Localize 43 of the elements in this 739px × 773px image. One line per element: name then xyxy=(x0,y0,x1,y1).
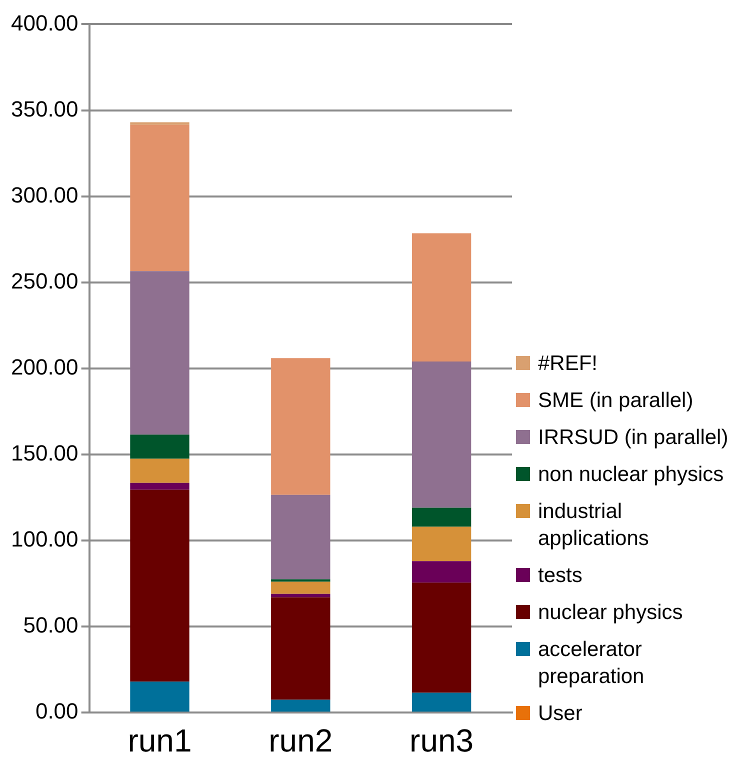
legend-label: #REF! xyxy=(538,351,598,377)
bar xyxy=(412,233,472,362)
bar xyxy=(412,526,472,562)
bar xyxy=(130,482,190,490)
bar xyxy=(271,579,330,582)
legend-label: tests xyxy=(538,563,582,589)
bar xyxy=(130,122,190,125)
legend-label: non nuclear physics xyxy=(538,462,724,488)
bar xyxy=(130,271,190,435)
bar xyxy=(271,582,330,594)
bar xyxy=(130,124,190,272)
bar xyxy=(412,692,472,712)
y-tick-label: 250.00 xyxy=(10,268,78,294)
y-tick-label: 400.00 xyxy=(10,10,78,36)
y-tick-label: 300.00 xyxy=(10,182,78,208)
y-tick-label: 150.00 xyxy=(10,440,78,466)
y-tick-label: 50.00 xyxy=(23,612,78,638)
bar xyxy=(412,362,472,508)
y-tick-label: 200.00 xyxy=(10,354,78,380)
legend-label: accelerator preparation xyxy=(538,637,646,690)
bar xyxy=(271,597,330,700)
legend-label: industrial applications xyxy=(538,499,650,552)
legend-label: nuclear physics xyxy=(538,600,683,626)
legend-label: IRRSUD (in parallel) xyxy=(538,425,728,451)
y-tick-label: 0.00 xyxy=(35,698,78,724)
bar xyxy=(271,594,330,598)
bar xyxy=(412,508,472,527)
bar xyxy=(130,490,190,682)
y-tick-label: 100.00 xyxy=(10,526,78,552)
x-tick-label: run1 xyxy=(128,722,192,759)
bar xyxy=(130,458,190,483)
bar xyxy=(130,682,190,712)
bar xyxy=(412,582,472,693)
bar xyxy=(271,494,330,580)
x-tick-label: run2 xyxy=(268,722,333,759)
legend-label: User xyxy=(538,701,582,727)
bar xyxy=(271,700,330,712)
x-tick-label: run3 xyxy=(410,722,474,759)
bar xyxy=(412,561,472,583)
legend-label: SME (in parallel) xyxy=(538,388,694,414)
y-tick-label: 350.00 xyxy=(10,96,78,122)
bar xyxy=(271,358,330,495)
bar xyxy=(130,434,190,459)
